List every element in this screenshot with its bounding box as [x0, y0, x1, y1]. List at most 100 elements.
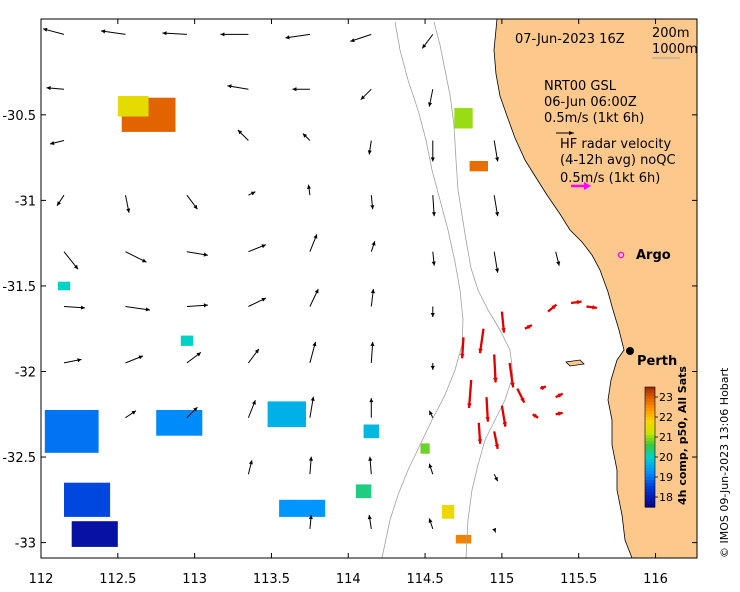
model-vector-arrow: [431, 251, 436, 266]
radar-vector-arrow: [493, 431, 500, 450]
y-tick-label: -31: [15, 194, 36, 209]
depth-contour-1000m-label: 1000m: [652, 42, 698, 57]
radar-legend-scale: 0.5m/s (1kt 6h): [560, 171, 660, 186]
model-legend-time: 06-Jun 06:00Z: [544, 95, 637, 110]
model-vector-arrow: [248, 297, 267, 307]
radar-vector-arrow: [539, 385, 547, 391]
radar-legend-title: HF radar velocity: [560, 137, 672, 152]
x-tick-label: 112: [29, 572, 54, 587]
colorbar-segment: [645, 387, 655, 391]
model-vector-arrow: [247, 400, 256, 418]
colorbar-segment: [645, 408, 655, 412]
colorbar-segment: [645, 498, 655, 502]
colorbar-segment: [645, 393, 655, 397]
colorbar-segment: [645, 420, 655, 424]
model-vector-arrow: [162, 31, 187, 36]
sst-patch: [279, 499, 326, 517]
model-vector-arrow: [125, 355, 144, 364]
hf-radar-vectors: [460, 300, 598, 450]
model-vector-arrow: [493, 195, 500, 217]
radar-legend-avg: (4-12h avg) noQC: [560, 153, 676, 168]
colorbar-segment: [645, 468, 655, 472]
colorbar-segment: [645, 438, 655, 442]
model-current-vectors: [42, 27, 561, 533]
model-vector-arrow: [493, 140, 500, 162]
radar-legend-arrow: [571, 182, 591, 190]
colorbar-label: 4h comp, p50, All Sats: [676, 366, 689, 505]
perth-marker: [626, 347, 634, 355]
colorbar-segment: [645, 474, 655, 478]
model-vector-arrow: [367, 514, 372, 529]
model-vector-arrow: [367, 140, 372, 155]
sst-patch: [71, 521, 118, 547]
model-legend-arrow: [556, 131, 574, 135]
colorbar-segment: [645, 501, 655, 505]
radar-vector-arrow: [460, 337, 465, 359]
island: [565, 359, 585, 367]
colorbar-segment: [645, 453, 655, 457]
radar-vector-arrow: [586, 305, 598, 310]
model-vector-arrow: [309, 341, 317, 364]
colorbar-segment: [645, 417, 655, 421]
colorbar-segment: [645, 489, 655, 493]
sst-patch: [455, 534, 472, 544]
sst-patch: [267, 401, 306, 428]
plot-frame: [40, 18, 698, 559]
radar-vector-arrow: [467, 379, 473, 409]
model-vector-arrow: [428, 89, 434, 107]
colorbar-segment: [645, 495, 655, 499]
x-tick-label: 112.5: [99, 572, 136, 587]
colorbar-segment: [645, 435, 655, 439]
model-vector-arrow: [42, 27, 65, 35]
x-axis: 112 112.5 113 113.5 114 114.5 115 115.5 116: [29, 19, 668, 587]
colorbar-segment: [645, 390, 655, 394]
colorbar-segment: [645, 480, 655, 484]
colorbar-tick-label: 21: [659, 431, 673, 444]
sst-patch: [363, 424, 379, 439]
x-tick-label: 113.5: [253, 572, 290, 587]
sst-patch: [57, 281, 71, 291]
model-vector-arrow: [368, 456, 373, 475]
model-vector-arrow: [186, 251, 208, 257]
model-vector-arrow: [63, 251, 79, 270]
colorbar-segment: [645, 414, 655, 418]
model-vector-arrow: [308, 514, 313, 529]
colorbar-segment: [645, 399, 655, 403]
depth-contour-200m-label: 200m: [652, 26, 689, 41]
timestamp-label: 07-Jun-2023 16Z: [515, 32, 625, 47]
model-vector-arrow: [493, 473, 499, 482]
colorbar-segment: [645, 483, 655, 487]
colorbar-segment: [645, 492, 655, 496]
model-vector-arrow: [186, 406, 198, 419]
colorbar-segment: [645, 429, 655, 433]
y-tick-label: -33: [15, 537, 36, 552]
colorbar-segment: [645, 486, 655, 490]
place-label-perth: Perth: [637, 354, 677, 369]
model-vector-arrow: [100, 29, 126, 35]
model-legend-title: NRT00 GSL: [544, 79, 617, 94]
model-vector-arrow: [309, 396, 315, 418]
colorbar-segment: [645, 504, 655, 508]
model-vector-arrow: [370, 195, 375, 210]
sst-patch: [64, 482, 111, 517]
model-vector-arrow: [302, 133, 311, 141]
y-tick-label: -32: [15, 365, 36, 380]
credit-text: © IMOS 09-Jun-2023 13:06 Hobart: [718, 367, 731, 558]
sst-patch: [44, 410, 99, 453]
radar-vector-arrow: [508, 362, 515, 388]
model-vector-arrow: [421, 34, 434, 49]
model-vector-arrow: [248, 191, 256, 196]
radar-vector-arrow: [570, 300, 582, 305]
model-vector-arrow: [428, 463, 434, 475]
model-vector-arrow: [237, 129, 249, 141]
model-vector-arrow: [370, 341, 375, 363]
model-vector-arrow: [247, 348, 260, 364]
colorbar-tick-label: 23: [659, 391, 673, 404]
model-vector-arrow: [555, 251, 561, 266]
model-vector-arrow: [186, 194, 198, 210]
y-tick-label: -32.5: [2, 451, 36, 466]
model-vector-arrow: [428, 410, 434, 418]
y-axis: -30.5 -31 -31.5 -32 -32.5 -33: [2, 109, 697, 552]
colorbar-segment: [645, 441, 655, 445]
